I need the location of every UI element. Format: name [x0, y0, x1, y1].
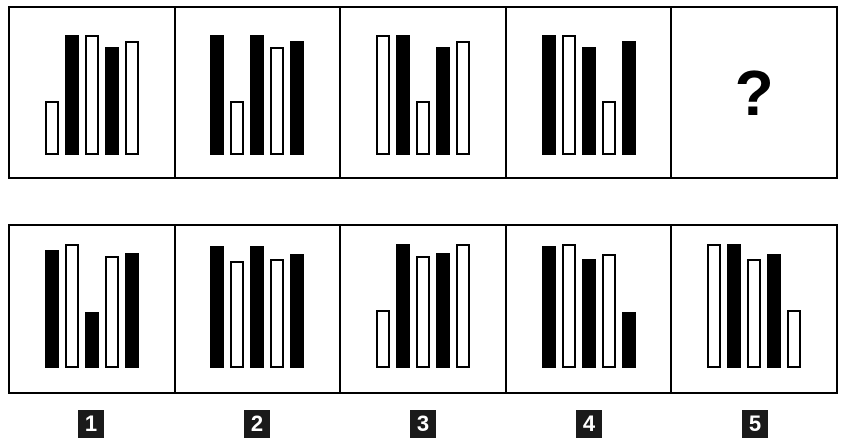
black-bar	[290, 41, 305, 155]
answer-option-1[interactable]	[10, 226, 176, 392]
black-bar	[541, 246, 556, 368]
bar-group	[507, 244, 671, 368]
black-bar	[621, 312, 636, 368]
white-bar	[415, 256, 430, 368]
black-bar	[250, 246, 265, 368]
white-bar	[230, 101, 245, 155]
white-bar	[415, 101, 430, 155]
bar-group	[341, 244, 505, 368]
black-bar	[290, 254, 305, 368]
white-bar	[124, 41, 139, 155]
question-row: ?	[8, 6, 838, 179]
black-bar	[210, 246, 225, 368]
white-bar	[747, 259, 762, 368]
bar-group	[10, 244, 174, 368]
white-bar	[787, 310, 802, 368]
white-bar	[455, 244, 470, 368]
black-bar	[395, 244, 410, 368]
black-bar	[104, 47, 119, 155]
black-bar	[210, 35, 225, 155]
white-bar	[270, 259, 285, 368]
white-bar	[44, 101, 59, 155]
bar-group	[176, 35, 340, 155]
bar-group	[10, 35, 174, 155]
black-bar	[395, 35, 410, 155]
bar-group	[507, 35, 671, 155]
white-bar	[455, 41, 470, 155]
option-number-2[interactable]: 2	[244, 410, 270, 438]
white-bar	[601, 254, 616, 368]
question-mark: ?	[734, 56, 774, 129]
question-panel-4	[507, 8, 673, 177]
white-bar	[270, 47, 285, 155]
white-bar	[64, 244, 79, 368]
black-bar	[44, 250, 59, 368]
black-bar	[727, 244, 742, 368]
black-bar	[621, 41, 636, 155]
black-bar	[767, 254, 782, 368]
white-bar	[561, 35, 576, 155]
question-panel-1	[10, 8, 176, 177]
answer-option-4[interactable]	[507, 226, 673, 392]
bar-group	[672, 244, 836, 368]
answer-option-2[interactable]	[176, 226, 342, 392]
option-number-4[interactable]: 4	[576, 410, 602, 438]
white-bar	[707, 244, 722, 368]
black-bar	[581, 259, 596, 368]
answer-row	[8, 224, 838, 394]
white-bar	[601, 101, 616, 155]
black-bar	[581, 47, 596, 155]
black-bar	[435, 253, 450, 368]
missing-panel: ?	[672, 8, 836, 177]
black-bar	[435, 47, 450, 155]
black-bar	[84, 312, 99, 368]
white-bar	[104, 256, 119, 368]
white-bar	[375, 35, 390, 155]
bar-group	[176, 244, 340, 368]
question-panel-3	[341, 8, 507, 177]
option-labels: 1 2 3 4 5	[8, 410, 838, 438]
white-bar	[561, 244, 576, 368]
white-bar	[230, 261, 245, 368]
black-bar	[250, 35, 265, 155]
option-number-3[interactable]: 3	[410, 410, 436, 438]
answer-option-5[interactable]	[672, 226, 836, 392]
white-bar	[375, 310, 390, 368]
answer-option-3[interactable]	[341, 226, 507, 392]
black-bar	[541, 35, 556, 155]
white-bar	[84, 35, 99, 155]
option-number-1[interactable]: 1	[78, 410, 104, 438]
bar-group	[341, 35, 505, 155]
question-panel-2	[176, 8, 342, 177]
black-bar	[124, 253, 139, 368]
option-number-5[interactable]: 5	[742, 410, 768, 438]
black-bar	[64, 35, 79, 155]
